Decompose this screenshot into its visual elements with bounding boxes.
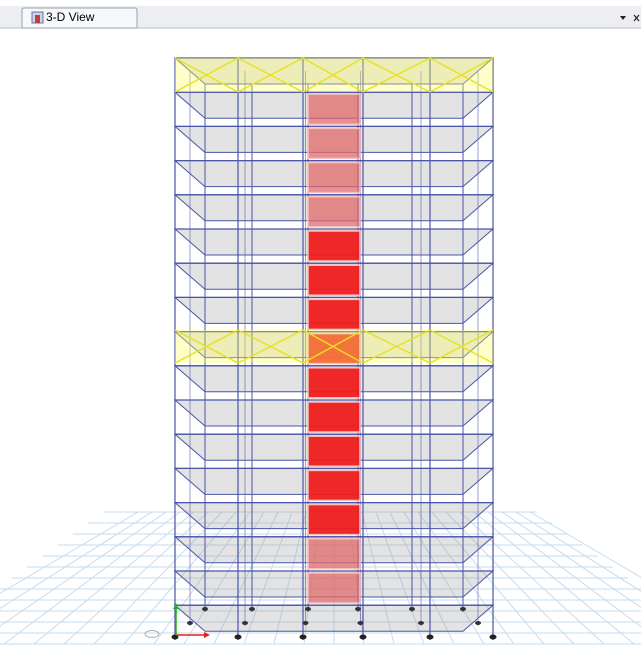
bracing (362, 329, 431, 364)
grid-line (431, 511, 545, 645)
support (409, 607, 415, 611)
core-wall (307, 503, 361, 536)
grid-line (0, 511, 153, 610)
core-wall (307, 196, 361, 228)
core-wall (307, 469, 361, 502)
core-wall (307, 264, 361, 296)
menu-arrow[interactable] (620, 16, 626, 20)
grid-line (417, 511, 515, 645)
support (418, 621, 424, 625)
grid-line (243, 511, 293, 645)
bracing (302, 329, 364, 364)
grid-line (0, 511, 167, 627)
support (460, 607, 466, 611)
core-wall (307, 161, 361, 194)
grid-line (487, 511, 641, 628)
support (242, 621, 248, 625)
core-wall (307, 298, 361, 331)
grid-line (123, 511, 237, 645)
support (355, 607, 361, 611)
bracing (302, 57, 364, 93)
core-wall (307, 367, 361, 399)
tab-title: 3-D View (46, 10, 95, 24)
grid-line (361, 511, 395, 645)
support (187, 621, 193, 625)
core-wall (307, 127, 361, 160)
grid-line (445, 511, 575, 645)
bracing (237, 57, 304, 93)
support (302, 621, 309, 625)
bracing (429, 57, 494, 93)
core-wall (307, 572, 361, 604)
grid-line (213, 511, 279, 645)
grid-line (0, 511, 139, 594)
tab-icon-detail (35, 15, 40, 23)
axis-z-arrow (173, 603, 179, 609)
grid-line (403, 511, 485, 645)
core-wall (307, 332, 361, 365)
support (234, 634, 242, 640)
grid-line (515, 511, 641, 592)
bracing (174, 329, 239, 364)
grid-line (153, 511, 251, 645)
support (489, 634, 497, 640)
grid-line (63, 511, 209, 645)
support (426, 634, 434, 640)
support (475, 621, 481, 625)
grid-line (473, 511, 635, 645)
close-button[interactable] (633, 14, 640, 22)
bracing (174, 57, 239, 93)
grid-line (529, 511, 641, 578)
grid-line (459, 511, 605, 645)
support (305, 607, 311, 611)
grid-line (375, 511, 425, 645)
grid-line (33, 511, 195, 645)
grid-line (389, 511, 455, 645)
axis-origin (144, 630, 160, 638)
bracing (362, 57, 431, 93)
tab[interactable]: 3-D View (21, 7, 138, 29)
core-wall (307, 538, 361, 570)
floor-slab (173, 604, 495, 632)
core-wall (307, 230, 361, 262)
bracing (429, 329, 494, 364)
core-wall (307, 401, 361, 433)
grid-line (501, 511, 641, 609)
tab-bar (0, 6, 641, 28)
tab-shape[interactable] (21, 7, 138, 29)
core-wall (307, 435, 361, 467)
support (299, 634, 307, 640)
grid-line (273, 511, 307, 645)
building-model (144, 57, 497, 640)
grid-line (3, 511, 181, 645)
axis-x-arrow (204, 632, 210, 638)
grid-line (183, 511, 265, 645)
bracing (237, 329, 304, 364)
core-wall (307, 93, 361, 125)
grid-line (93, 511, 223, 645)
support (359, 634, 367, 640)
support (249, 607, 255, 611)
support (202, 607, 208, 611)
support (357, 621, 364, 625)
